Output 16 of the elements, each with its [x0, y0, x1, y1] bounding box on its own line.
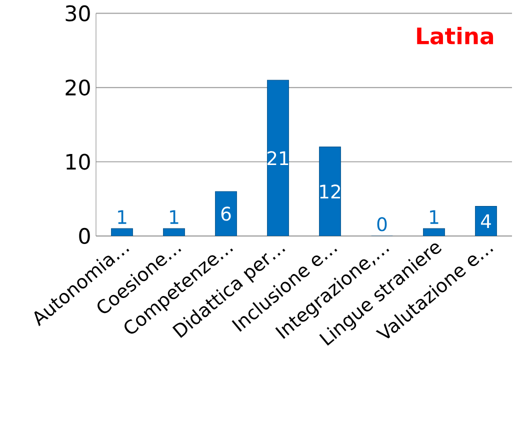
data-label: 1 — [118, 210, 126, 224]
data-label: 1 — [430, 210, 438, 224]
chart-title: Latina — [417, 26, 494, 44]
data-label: 1 — [170, 210, 178, 224]
bar — [267, 80, 289, 236]
data-label: 6 — [221, 206, 231, 221]
data-label: 0 — [377, 217, 387, 232]
data-label: 21 — [267, 151, 288, 165]
bar — [215, 191, 237, 236]
y-tick-label: 30 — [66, 5, 90, 22]
y-tick-label: 0 — [79, 228, 90, 244]
bar — [319, 146, 341, 236]
data-label: 4 — [480, 214, 491, 228]
y-tick-label: 10 — [66, 154, 90, 170]
y-tick-label: 20 — [66, 79, 90, 96]
data-label: 12 — [320, 184, 340, 198]
